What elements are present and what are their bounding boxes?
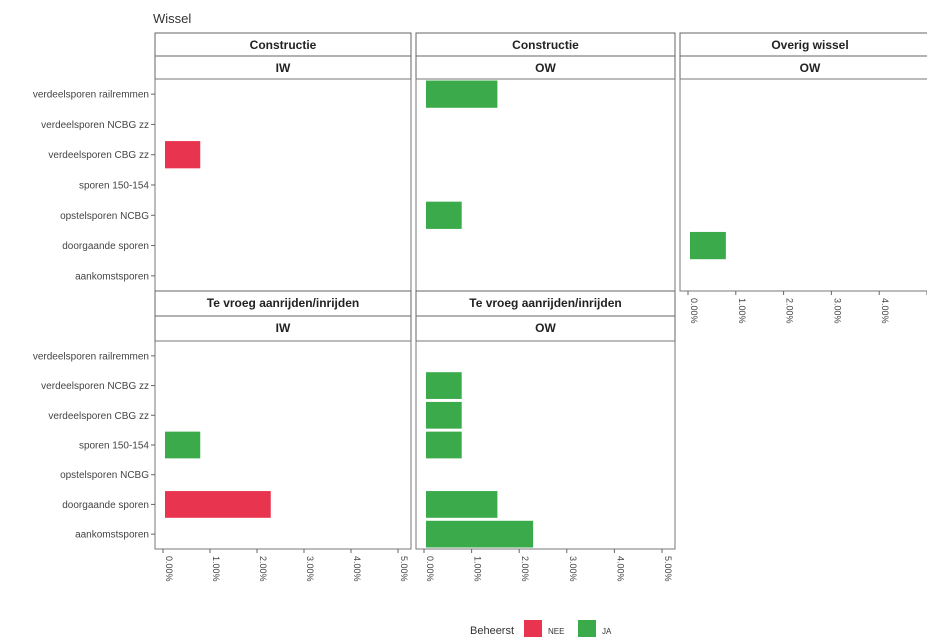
bar (426, 431, 462, 459)
y-tick-label: verdeelsporen NCBG zz (41, 381, 149, 392)
y-tick-label: aankomstsporen (75, 271, 149, 282)
sub-strip-label: OW (535, 61, 556, 75)
y-tick-label: verdeelsporen railremmen (33, 90, 149, 101)
facet-strip-label: Te vroeg aanrijden/inrijden (469, 296, 621, 310)
bar (426, 491, 498, 518)
sub-strip-label: IW (276, 61, 291, 75)
facet-strip-label: Constructie (250, 38, 317, 52)
bar (426, 372, 462, 399)
legend-swatch (524, 620, 542, 637)
x-tick-label: 4.00% (880, 298, 890, 324)
y-tick-label: verdeelsporen CBG zz (48, 411, 149, 422)
bar (426, 201, 462, 229)
bar (426, 401, 462, 429)
x-tick-label: 1.00% (473, 556, 483, 582)
y-tick-label: verdeelsporen NCBG zz (41, 120, 149, 131)
chart-title: Wissel (153, 11, 191, 26)
x-tick-label: 0.00% (425, 556, 435, 582)
x-tick-label: 0.00% (164, 556, 174, 582)
y-tick-label: doorgaande sporen (62, 500, 149, 511)
y-tick-label: opstelsporen NCBG (60, 211, 149, 222)
x-tick-label: 3.00% (568, 556, 578, 582)
bar (690, 231, 726, 260)
x-tick-label: 2.00% (258, 556, 268, 582)
bar (426, 520, 534, 548)
y-tick-label: doorgaande sporen (62, 241, 149, 252)
x-tick-label: 1.00% (211, 556, 221, 582)
sub-strip-label: OW (800, 61, 821, 75)
y-tick-label: aankomstsporen (75, 530, 149, 541)
facet-strip (415, 290, 676, 317)
y-tick-label: verdeelsporen CBG zz (48, 150, 149, 161)
y-tick-label: sporen 150-154 (79, 441, 149, 452)
sub-strip-label: OW (535, 321, 556, 335)
bar (426, 80, 498, 108)
legend-label: JA (602, 627, 612, 636)
x-tick-label: 3.00% (832, 298, 842, 324)
x-tick-label: 5.00% (399, 556, 409, 582)
x-tick-label: 2.00% (785, 298, 795, 324)
x-tick-label: 4.00% (615, 556, 625, 582)
y-tick-label: verdeelsporen railremmen (33, 351, 149, 362)
bar (165, 491, 271, 518)
legend-label: NEE (548, 627, 564, 636)
facet-strip-label: Overig wissel (771, 38, 848, 52)
sub-strip (154, 315, 412, 342)
y-tick-label: opstelsporen NCBG (60, 470, 149, 481)
bar (165, 431, 201, 459)
x-tick-label: 0.00% (689, 298, 699, 324)
legend-swatch (578, 620, 596, 637)
x-tick-label: 2.00% (520, 556, 530, 582)
legend-title: Beheerst (470, 625, 514, 637)
facet-strip-label: Constructie (512, 38, 579, 52)
sub-strip-label: IW (276, 321, 291, 335)
sub-strip (415, 315, 676, 342)
bar (165, 141, 201, 169)
x-tick-label: 3.00% (305, 556, 315, 582)
panel-plot-area (415, 78, 676, 292)
panel-plot-area (154, 78, 412, 292)
y-tick-label: sporen 150-154 (79, 181, 149, 192)
x-tick-label: 1.00% (737, 298, 747, 324)
x-tick-label: 4.00% (352, 556, 362, 582)
facet-strip (154, 290, 412, 317)
x-tick-label: 5.00% (663, 556, 673, 582)
facet-strip-label: Te vroeg aanrijden/inrijden (207, 296, 359, 310)
